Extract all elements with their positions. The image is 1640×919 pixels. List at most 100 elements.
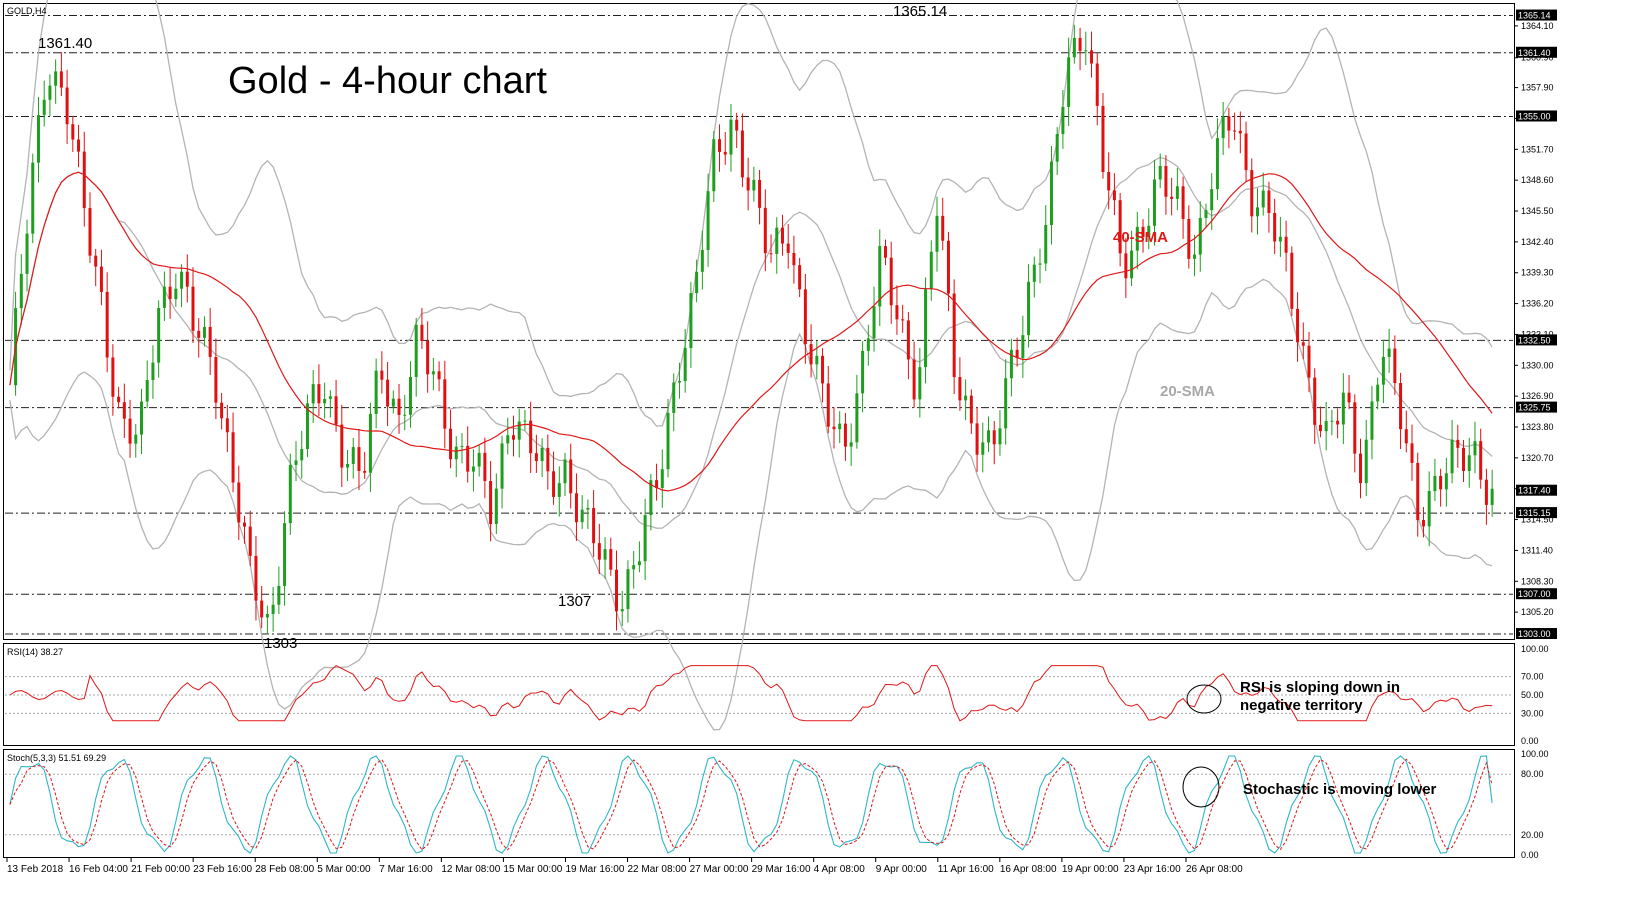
candle-body [517,421,521,440]
candle-body [1307,345,1311,378]
candle-body [609,549,613,570]
candle-body [248,526,252,556]
candle-body [941,215,945,241]
candle-body [969,395,973,424]
candle-body [300,449,304,461]
candle-body [958,377,962,401]
candle-body [792,252,796,266]
candle-body [214,356,218,403]
candle-body [975,423,979,455]
candle-body [523,420,527,422]
candle-body [1170,196,1174,199]
candle-body [855,393,859,443]
support-resistance-lines [5,15,1513,635]
candle-body [1381,356,1385,385]
candle-body [180,271,184,289]
candle-body [368,413,372,473]
candle-body [71,124,75,140]
price-level-tag [1516,110,1557,122]
candle-body [552,471,556,497]
candle-body [1221,116,1225,139]
candle-body [403,414,407,416]
date-tick-label: 22 Mar 08:00 [628,864,687,875]
price-tick-label: 1320.70 [1521,453,1554,463]
candle-body [408,377,412,415]
candle-body [1393,348,1397,384]
candle-body [1427,491,1431,527]
stochastic-panel: 100.00 80.00 20.00 0.00 [5,749,1549,860]
candle-body [1032,264,1036,282]
candle-body [1072,37,1076,58]
candle-body [420,324,424,342]
candle-body [1479,441,1483,480]
candle-body [1250,170,1254,217]
annotation-high-left: 1361.40 [38,35,92,52]
date-tick-label: 4 Apr 08:00 [814,864,866,875]
rsi-note-line2: negative territory [1240,697,1363,714]
candle-body [603,549,607,560]
candle-body [1061,106,1065,135]
stoch-tick-label: 20.00 [1521,830,1544,840]
candle-body [208,326,212,357]
candle-body [1296,308,1300,343]
date-tick-label: 23 Apr 16:00 [1124,864,1181,875]
candle-body [431,371,435,375]
candle-body [88,208,92,256]
annotation-low-mid: 1307 [558,593,591,610]
date-tick-label: 13 Feb 2018 [7,864,64,875]
candle-body [1164,166,1168,197]
candle-body [466,445,470,472]
candle-body [987,430,991,443]
candle-body [157,307,161,363]
candle-body [1112,190,1116,201]
candle-body [346,463,350,468]
stoch-note: Stochastic is moving lower [1243,781,1437,798]
date-tick-label: 15 Mar 00:00 [503,864,562,875]
candle-body [1015,349,1019,359]
date-tick-label: 7 Mar 16:00 [379,864,433,875]
candle-body [1261,190,1265,208]
price-tick-label: 1348.60 [1521,175,1554,185]
candle-body [305,403,309,450]
candle-body [1095,63,1099,106]
price-level-tag-label: 1361.40 [1518,48,1551,58]
candle-body [1004,378,1008,429]
stoch-highlight-circle [1182,766,1220,808]
candle-body [1101,105,1105,173]
candle-body [489,480,493,525]
candle-body [36,115,40,163]
candle-body [534,453,538,461]
candle-body [1290,252,1294,309]
price-level-tag [1516,507,1557,519]
rsi-panel-frame [3,643,1515,746]
candle-body [386,379,390,407]
bollinger-upper [9,0,1493,427]
candle-body [992,430,996,445]
candle-body [328,396,332,399]
candle-body [1193,254,1197,259]
candle-body [1021,335,1025,359]
candle-body [735,119,739,131]
candle-body [471,466,475,472]
candle-body [574,493,578,523]
candle-body [1467,455,1471,472]
candle-body [237,482,241,523]
candle-body [202,326,206,338]
candle-body [1227,116,1231,131]
rsi-line [9,664,1493,722]
candle-body [351,447,355,464]
candle-body [998,428,1002,445]
price-level-tag-label: 1303.00 [1518,629,1551,639]
candle-body [540,447,544,461]
price-tick-label: 1326.90 [1521,391,1554,401]
candle-body [1118,200,1122,254]
candle-body [1187,218,1191,259]
candle-body [122,402,126,419]
candle-body [397,398,401,415]
candle-body [277,585,281,605]
candle-body [866,338,870,351]
candle-body [1141,226,1145,237]
price-level-tag-label: 1307.00 [1518,589,1551,599]
candle-body [128,418,132,444]
candle-body [506,435,510,444]
